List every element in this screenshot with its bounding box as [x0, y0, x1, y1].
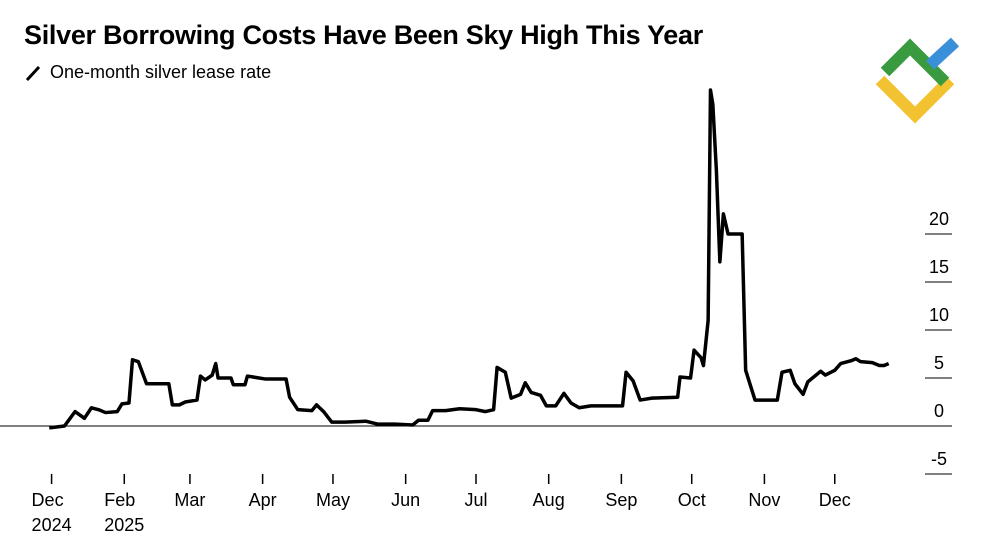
x-tick-label: Jul	[464, 490, 488, 510]
legend: One-month silver lease rate	[24, 62, 271, 83]
x-tick-label: Feb 2025	[104, 490, 145, 535]
data-line	[49, 88, 890, 430]
y-tick-label: 15	[928, 257, 950, 277]
x-tick-label: Aug	[532, 490, 565, 510]
x-tick-label: Apr	[248, 490, 277, 510]
x-tick-label: Dec 2024	[31, 490, 72, 535]
y-tick-label: 20	[928, 209, 950, 229]
x-tick-label: May	[315, 490, 350, 510]
x-tick-label: Mar	[174, 490, 206, 510]
legend-label: One-month silver lease rate	[50, 62, 272, 82]
logo	[875, 37, 960, 124]
y-tick-label: 5	[933, 353, 945, 373]
x-tick-label: Sep	[605, 490, 638, 510]
y-tick-label: -5	[930, 449, 948, 469]
chart-title: Silver Borrowing Costs Have Been Sky Hig…	[24, 20, 703, 50]
x-tick-label: Dec	[818, 490, 851, 510]
y-tick-label: 10	[928, 305, 950, 325]
x-tick-label: Jun	[391, 490, 421, 510]
x-tick-label: Nov	[748, 490, 781, 510]
y-tick-label: 0	[933, 401, 945, 421]
legend-swatch	[25, 65, 41, 81]
x-tick-label: Oct	[677, 490, 706, 510]
